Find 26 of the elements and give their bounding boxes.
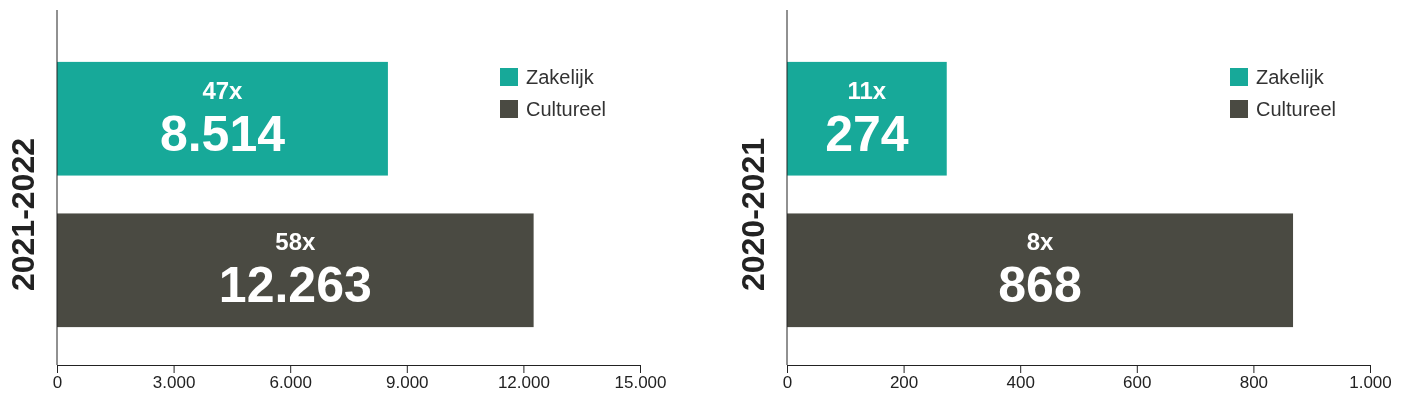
- y-axis-title: 2021-2022: [5, 137, 41, 292]
- x-tick-label: 400: [1006, 373, 1035, 393]
- legend-label: Cultureel: [526, 98, 607, 120]
- legend-label: Cultureel: [1256, 98, 1337, 120]
- data-label: 868: [998, 257, 1082, 314]
- legend-label: Zakelijk: [526, 66, 595, 88]
- x-tick-label: 1.000: [1349, 373, 1392, 393]
- x-tick-label: 12.000: [497, 373, 550, 393]
- x-tick-label: 200: [889, 373, 919, 393]
- x-tick-label: 0: [782, 373, 793, 393]
- x-tick-label: 800: [1239, 373, 1269, 393]
- data-label: 12.263: [218, 257, 372, 314]
- x-tick-label: 600: [1123, 373, 1152, 393]
- annotation: 11x: [847, 76, 887, 104]
- x-tick-label: 9.000: [386, 373, 429, 393]
- annotation: 58x: [275, 228, 316, 256]
- y-axis-title: 2020-2021: [735, 137, 771, 292]
- data-label: 274: [825, 105, 909, 162]
- x-tick-label: 15.000: [614, 373, 667, 393]
- x-tick-label: 3.000: [152, 373, 196, 393]
- annotation: 8x: [1026, 228, 1055, 256]
- legend-label: Zakelijk: [1256, 66, 1325, 88]
- x-tick-label: 0: [52, 373, 63, 393]
- annotation: 47x: [202, 76, 244, 104]
- data-label: 8.514: [159, 105, 286, 162]
- x-tick-label: 6.000: [269, 373, 312, 393]
